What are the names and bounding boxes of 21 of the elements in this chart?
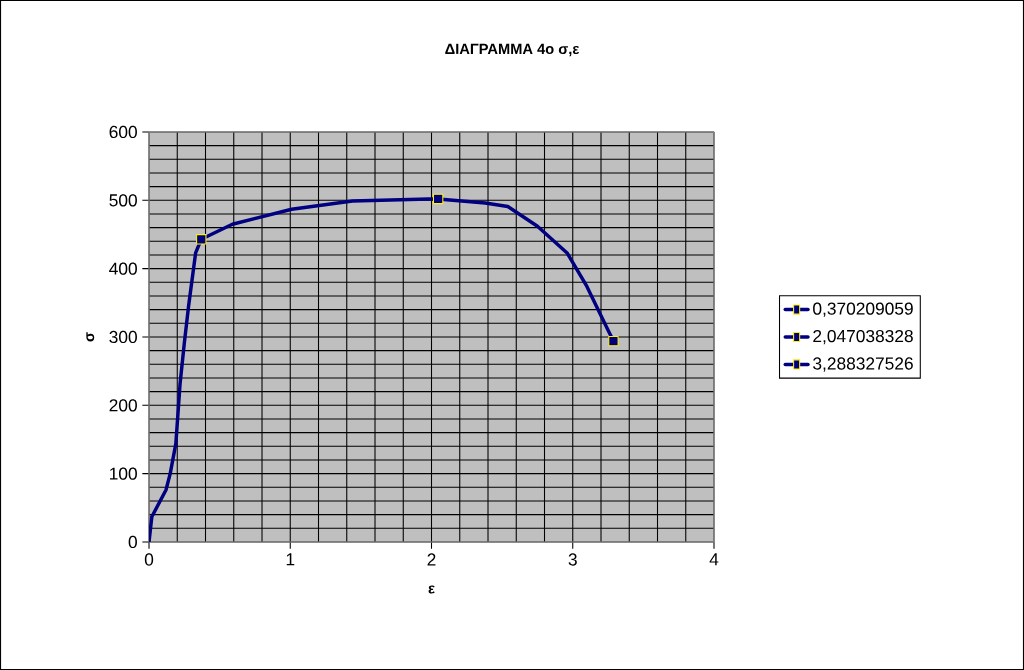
y-tick-label: 400 [109, 262, 137, 275]
legend-label: 3,288327526 [813, 357, 913, 372]
legend-label: 2,047038328 [813, 329, 913, 345]
x-axis-title: ε [428, 585, 435, 594]
x-tick-label: 3 [568, 553, 577, 566]
x-tick-label: 1 [286, 553, 295, 566]
point [196, 234, 207, 245]
x-tick-label: 0 [144, 553, 154, 566]
point [432, 193, 444, 205]
y-tick-label: 0 [128, 535, 137, 549]
x-tick-label: 2 [427, 553, 436, 566]
y-tick-label: 500 [109, 194, 137, 207]
x-tick-label: 4 [709, 553, 719, 566]
y-tick-label: 200 [109, 399, 137, 412]
point [608, 335, 619, 347]
y-axis-title: σ [86, 332, 95, 342]
y-tick-label: 600 [109, 125, 137, 139]
y-tick-label: 300 [109, 330, 137, 344]
legend-label: 0,370209059 [813, 302, 913, 317]
chart-title: ΔΙΑΓΡΑΜΜΑ 4ο σ,ε [445, 43, 580, 57]
y-tick-label: 100 [110, 467, 137, 480]
